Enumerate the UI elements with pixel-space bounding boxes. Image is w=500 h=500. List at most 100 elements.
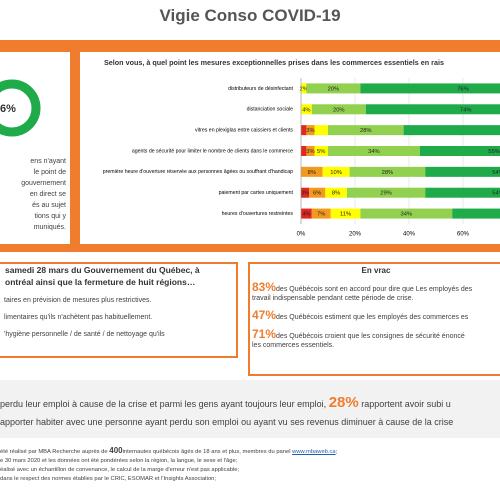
bullet: limentaires qu'ils n'achètent pas habitu… — [4, 314, 153, 321]
value-label: 74% — [460, 107, 472, 113]
donut-text-line: muniqués. — [33, 224, 66, 231]
x-tick-label: 40% — [403, 232, 416, 238]
value-label: 76% — [457, 86, 469, 92]
en-vrac-title: En vrac — [361, 266, 391, 275]
donut-label: 6% — [0, 103, 16, 115]
page-title: Vigie Conso COVID-19 — [159, 6, 341, 25]
bar-segment — [425, 166, 500, 177]
value-label: 7% — [317, 212, 325, 218]
footer-text: internautes québécois âgés de 18 ans et … — [122, 449, 291, 455]
bar-segment — [301, 125, 307, 136]
value-label: 4% — [302, 212, 310, 218]
bar-segment — [365, 104, 500, 115]
value-label: 5% — [317, 149, 325, 155]
bar-segment — [314, 125, 328, 136]
donut-ring — [0, 79, 41, 137]
category-label: vitres en plexiglas entre caissiers et c… — [195, 128, 293, 134]
value-label: 8% — [308, 170, 316, 176]
stat: 47% — [252, 308, 277, 322]
bar-segment — [301, 83, 307, 94]
bar-segment — [311, 104, 366, 115]
en-vrac-panel: En vrac 83%des Québécois sont en accord … — [248, 262, 500, 376]
chart-panel: Selon vous, à quel point les mesures exc… — [80, 52, 500, 244]
bar-segment — [403, 125, 500, 136]
stat-text: des Québécois estiment que les employés … — [276, 314, 469, 321]
value-label: 8% — [332, 191, 340, 197]
bar-segment — [325, 187, 347, 198]
value-label: 54% — [492, 191, 500, 197]
band-text: perdu leur emploi à cause de la crise et… — [0, 399, 327, 409]
bar-segment — [452, 208, 500, 219]
value-label: 2% — [300, 86, 308, 92]
category-label: distributeurs de désinfectant — [228, 86, 293, 92]
announcement-line: ontréal ainsi que la fermeture de huit r… — [5, 277, 196, 287]
donut-text-line: és au sujet — [32, 202, 66, 209]
chart-title: Selon vous, à quel point les mesures exc… — [104, 58, 444, 67]
band-line: apporter habiter avec une personne ayant… — [0, 417, 454, 427]
footer-text: été réalisé par MBA Recherche auprès de — [0, 449, 108, 455]
bar-segment — [314, 146, 328, 156]
bar-segment — [360, 83, 500, 94]
footer-line: éalisé avec un échantillon de convenance… — [0, 467, 240, 473]
bar-segment — [425, 187, 500, 198]
category-label: heures d'ouvertures restreintes — [222, 211, 294, 217]
category-label: distanciation sociale — [247, 107, 294, 113]
category-label: première heure d'ouverture réservée aux … — [103, 169, 293, 175]
band-stat: 28% — [328, 394, 359, 411]
bullets: taires en prévision de mesures plus rest… — [0, 296, 236, 339]
footer-bold: 400 — [109, 446, 123, 455]
bar-segment — [301, 187, 310, 198]
stat: 83% — [252, 280, 277, 294]
x-tick-label: 20% — [349, 232, 362, 238]
bar-segment — [306, 146, 315, 156]
stat-text: des Québécois sont en accord pour dire q… — [276, 286, 473, 293]
bar-segment — [419, 146, 500, 156]
value-label: 29% — [380, 191, 392, 197]
stat-text: travail indispensable pendant cette péri… — [252, 295, 414, 302]
footer-link[interactable]: www.mbaweb.ca — [292, 449, 336, 455]
stat-text: les commerces essentiels. — [252, 342, 335, 349]
value-label: 3% — [301, 191, 309, 197]
value-label: 3% — [306, 128, 314, 134]
bar-segment — [306, 125, 315, 136]
bar-segment — [301, 146, 307, 156]
en-vrac-item: 71%des Québécois croient que les consign… — [252, 328, 500, 350]
value-label: 20% — [333, 107, 345, 113]
value-label: 6% — [313, 191, 321, 197]
category-label: agents de sécurité pour limiter le nombr… — [132, 148, 293, 154]
bar-segment — [328, 125, 404, 136]
value-label: 28% — [360, 128, 372, 134]
donut: 6% — [0, 79, 41, 137]
footer-lines: e 30 mars 2020 et les données ont été po… — [0, 457, 500, 484]
bullet: 'hygiène personnelle / de santé / de net… — [4, 331, 165, 338]
footer-line: dans le respect des normes établies par … — [0, 476, 217, 482]
value-label: 3% — [306, 149, 314, 155]
band-text: rapportent avoir subi u — [361, 399, 451, 409]
footer-line: été réalisé par MBA Recherche auprès de … — [0, 446, 500, 457]
bar-segment — [301, 208, 312, 219]
highlight-band: perdu leur emploi à cause de la crise et… — [0, 380, 500, 438]
donut-text-line: le point de — [33, 169, 66, 176]
value-label: 54% — [492, 170, 500, 176]
bar-segment — [328, 146, 420, 156]
en-vrac-items: 83%des Québécois sont en accord pour dir… — [250, 280, 500, 350]
bar-segment — [330, 208, 361, 219]
band-line: perdu leur emploi à cause de la crise et… — [0, 394, 500, 411]
donut-text-line: en direct se — [29, 191, 66, 198]
en-vrac-item: 47%des Québécois estiment que les employ… — [252, 308, 500, 322]
donut-text-line: tions qui y — [34, 213, 66, 220]
value-label: 34% — [368, 149, 380, 155]
donut-text-line: gouvernement — [21, 180, 66, 187]
en-vrac-item: 83%des Québécois sont en accord pour dir… — [252, 280, 500, 303]
value-label: 4% — [302, 107, 310, 113]
x-tick-label: 0% — [297, 232, 306, 238]
donut-panel: 6% ens n'ayant le point de gouvernement en … — [0, 52, 70, 244]
announcement-line: samedi 28 mars du Gouvernement du Québec… — [5, 265, 200, 275]
footer-text: ; — [335, 449, 338, 455]
donut-text-line: ens n'ayant — [30, 158, 66, 165]
bar-segment — [360, 208, 453, 219]
value-label: 55% — [488, 149, 500, 155]
value-label: 11% — [340, 212, 351, 218]
bar-segment — [306, 83, 361, 94]
